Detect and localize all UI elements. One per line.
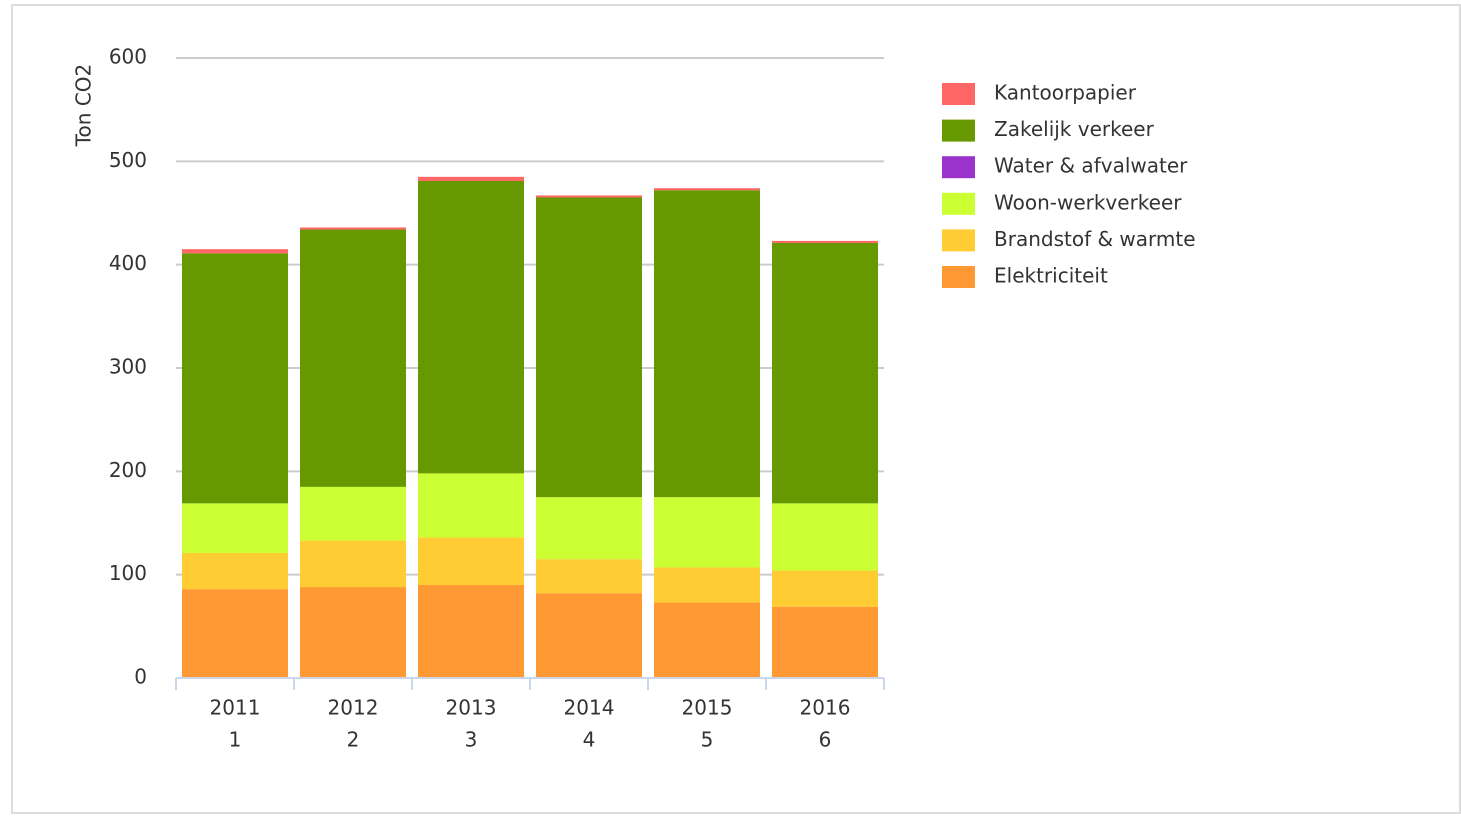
x-tick-label: 2016 <box>800 696 851 720</box>
x-tick-label: 2011 <box>210 696 261 720</box>
y-tick-label: 500 <box>109 148 147 172</box>
bar-segment <box>654 497 760 568</box>
y-tick-label: 600 <box>109 45 147 69</box>
x-tick-sublabel: 1 <box>229 728 242 752</box>
bar-segment <box>418 473 524 538</box>
x-tick-sublabel: 3 <box>465 728 478 752</box>
bar-segment <box>418 537 524 585</box>
bar-segment <box>654 190 760 498</box>
bar-segment <box>772 570 878 607</box>
x-tick-sublabel: 5 <box>701 728 714 752</box>
y-tick-label: 400 <box>109 251 147 275</box>
bar-segment <box>300 587 406 678</box>
legend-swatch <box>942 119 975 142</box>
bar-segment <box>300 540 406 588</box>
legend-swatch <box>942 266 975 288</box>
y-tick-label: 300 <box>109 355 147 379</box>
x-tick-label: 2015 <box>682 696 733 720</box>
legend-label: Zakelijk verkeer <box>994 117 1155 141</box>
bar-segment <box>182 503 288 553</box>
bar-segment <box>654 602 760 678</box>
bar-segment <box>418 176 524 181</box>
bar-segment <box>182 552 288 590</box>
bar-segment <box>772 240 878 243</box>
x-tick-label: 2014 <box>564 696 615 720</box>
bar-segment <box>182 253 288 504</box>
y-axis-title: Ton CO2 <box>72 64 96 148</box>
bar-segment <box>300 486 406 541</box>
bar-segment <box>772 606 878 678</box>
frame <box>11 4 1461 814</box>
bar-segment <box>772 503 878 571</box>
bar-segment <box>772 242 878 504</box>
y-tick-label: 200 <box>109 458 147 482</box>
y-tick-label: 0 <box>134 665 147 689</box>
x-tick-sublabel: 2 <box>347 728 360 752</box>
x-tick-sublabel: 6 <box>819 728 832 752</box>
bar-segment <box>654 567 760 603</box>
bar-segment <box>300 227 406 230</box>
legend-label: Brandstof & warmte <box>994 227 1196 251</box>
x-tick-sublabel: 4 <box>583 728 596 752</box>
y-tick-label: 100 <box>109 561 147 585</box>
legend-label: Woon-werkverkeer <box>994 190 1182 214</box>
bar-segment <box>536 593 642 678</box>
bar-segment <box>418 585 524 678</box>
legend-label: Elektriciteit <box>994 264 1108 288</box>
bar-segment <box>536 195 642 198</box>
bar-segment <box>536 497 642 560</box>
legend-label: Kantoorpapier <box>994 81 1137 105</box>
x-tick-label: 2013 <box>446 696 497 720</box>
bar-segment <box>536 197 642 498</box>
bar-segment <box>536 559 642 594</box>
bar-segment <box>418 180 524 474</box>
legend-label: Water & afvalwater <box>994 154 1188 178</box>
bar-segment <box>654 188 760 191</box>
bar-segment <box>182 249 288 254</box>
x-tick-label: 2012 <box>328 696 379 720</box>
bar-segment <box>182 589 288 678</box>
bar-segment <box>300 229 406 487</box>
legend-swatch <box>942 229 975 252</box>
legend-swatch <box>942 192 975 215</box>
legend-swatch <box>942 83 975 105</box>
legend-swatch <box>942 156 975 179</box>
